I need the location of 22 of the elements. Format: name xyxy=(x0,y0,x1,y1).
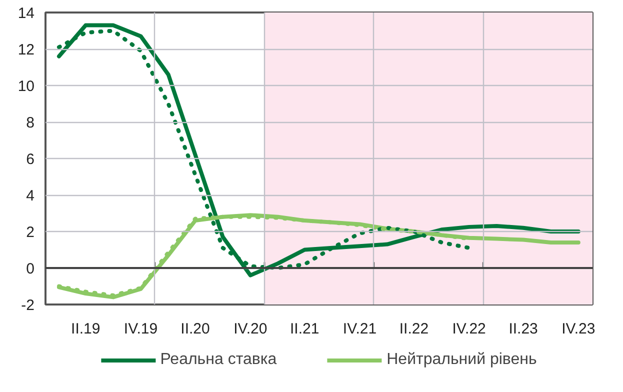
y-tick-label: 6 xyxy=(26,151,34,168)
x-tick-label: IV.21 xyxy=(342,320,377,338)
line-series xyxy=(56,23,580,278)
x-tick-label: IV.23 xyxy=(562,320,596,338)
y-tick-label: 2 xyxy=(26,224,34,241)
x-tick-label: II.19 xyxy=(71,320,100,338)
legend-label: Нейтральний рівень xyxy=(386,351,537,369)
x-tick-label: II.23 xyxy=(508,320,538,338)
x-tick-label: II.20 xyxy=(180,320,210,338)
x-tick-label: IV.19 xyxy=(124,320,158,338)
y-tick-label: 0 xyxy=(26,260,34,278)
x-tick-label: IV.20 xyxy=(234,320,268,338)
y-tick-label: 10 xyxy=(18,78,35,95)
y-tick-label: 12 xyxy=(18,42,35,58)
x-tick-label: II.22 xyxy=(399,320,429,338)
y-tick-label: -2 xyxy=(21,297,35,314)
legend-label: Реальна ставка xyxy=(160,351,277,369)
y-tick-label: 8 xyxy=(26,114,34,132)
x-tick-label: II.21 xyxy=(290,320,320,338)
x-tick-label: IV.22 xyxy=(452,320,486,338)
y-tick-label: 14 xyxy=(18,5,35,22)
y-tick-label: 4 xyxy=(26,188,34,204)
